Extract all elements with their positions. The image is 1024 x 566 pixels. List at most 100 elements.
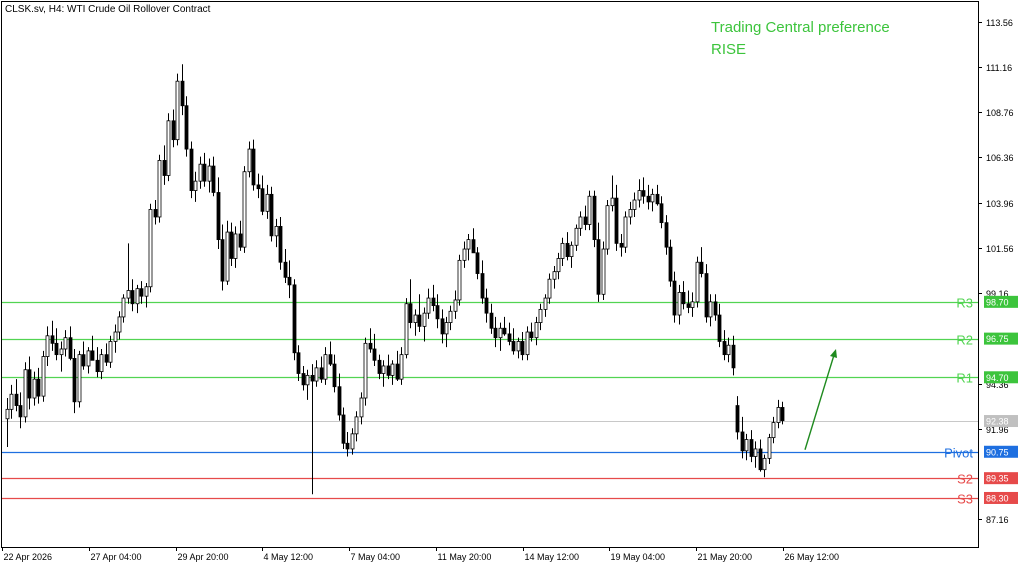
y-tick-label: 106.36 <box>986 153 1014 163</box>
candle-body-down <box>139 288 144 297</box>
plot-frame <box>1 1 979 548</box>
candle-body-down <box>417 314 422 327</box>
candle-body-up <box>314 367 319 382</box>
candle-body-up <box>569 244 574 257</box>
candle-body-up <box>426 297 431 314</box>
x-tick-label: 22 Apr 2026 <box>4 552 53 562</box>
candle-body-up <box>677 292 682 316</box>
candle-body-down <box>435 305 440 320</box>
candle-body-down <box>596 239 601 295</box>
candle-body-up <box>552 271 557 280</box>
level-r3-tag <box>984 295 1018 308</box>
candle-body-up <box>77 354 82 403</box>
candle-body-down <box>104 354 109 363</box>
candle-body-down <box>278 226 283 263</box>
candle-body-up <box>767 437 772 459</box>
candle-body-up <box>121 297 126 318</box>
level-label-pivot: Pivot <box>944 446 973 461</box>
candle-body-up <box>708 301 713 318</box>
candle-body-up <box>650 193 655 203</box>
candle-body-down <box>395 363 400 380</box>
candle-body-down <box>337 386 342 416</box>
candle-body-up <box>556 258 561 273</box>
y-tick-label: 91.96 <box>986 425 1009 435</box>
candle-body-down <box>260 188 265 212</box>
candle-body-up <box>726 344 731 356</box>
candle-body-up <box>305 374 310 386</box>
candle-body-down <box>664 222 669 248</box>
candle-body-up <box>543 297 548 310</box>
candle-body-down <box>722 341 727 356</box>
candles-layer <box>5 64 785 495</box>
x-tick-label: 11 May 20:00 <box>438 552 492 562</box>
level-r2-tag <box>984 332 1018 345</box>
candle-body-down <box>292 284 297 354</box>
candle-body-down <box>130 290 135 305</box>
candle-body-up <box>350 433 355 450</box>
candle-body-down <box>162 160 167 176</box>
candle-body-down <box>713 301 718 316</box>
candle-body-down <box>780 407 785 422</box>
candle-body-up <box>108 341 113 363</box>
y-tick-label: 94.36 <box>986 380 1009 390</box>
candle-body-up <box>498 327 503 339</box>
candle-body-up <box>113 331 118 342</box>
candle-body-down <box>659 203 664 224</box>
candle-body-up <box>610 197 615 207</box>
candle-body-up <box>359 397 364 418</box>
x-tick-label: 27 Apr 04:00 <box>91 552 142 562</box>
candle-body-down <box>90 350 95 361</box>
candle-body-up <box>695 261 700 303</box>
y-tick-label: 108.76 <box>986 108 1014 118</box>
candle-body-down <box>493 327 498 339</box>
level-label-s2: S2 <box>957 472 973 487</box>
candle-body-up <box>193 180 198 191</box>
level-r3-tag-label: 98.70 <box>986 297 1009 307</box>
candle-body-up <box>587 195 592 225</box>
candle-body-down <box>310 374 315 382</box>
y-tick-label: 87.16 <box>986 515 1009 525</box>
candle-body-up <box>86 350 91 367</box>
candle-body-up <box>623 216 628 248</box>
candle-body-up <box>323 354 328 380</box>
candle-body-up <box>59 348 64 356</box>
candle-body-down <box>717 314 722 342</box>
candle-body-up <box>457 259 462 301</box>
candle-body-down <box>153 209 158 218</box>
candle-body-up <box>601 248 606 295</box>
candle-body-up <box>41 356 46 397</box>
candle-body-up <box>274 226 279 237</box>
candle-body-down <box>704 273 709 318</box>
candle-body-down <box>372 348 377 361</box>
level-label-r2: R2 <box>956 333 973 348</box>
candle-body-up <box>776 407 781 423</box>
y-tick-label: 113.56 <box>986 18 1013 28</box>
forecast-arrow-layer <box>804 348 837 450</box>
candle-body-up <box>560 242 565 259</box>
candle-body-up <box>99 354 104 373</box>
candle-body-up <box>45 335 50 357</box>
level-pivot-tag-label: 90.75 <box>986 447 1009 457</box>
candle-body-down <box>229 231 234 259</box>
chart-title: CLSK.sv, H4: WTI Crude Oil Rollover Cont… <box>5 4 211 15</box>
candle-body-down <box>386 365 391 376</box>
candle-body-up <box>390 363 395 376</box>
candle-body-up <box>578 216 583 229</box>
current-price-tag <box>984 415 1018 428</box>
candle-body-down <box>54 342 59 356</box>
candle-body-up <box>448 310 453 323</box>
candle-body-up <box>422 312 427 327</box>
candle-body-up <box>242 171 247 248</box>
candle-body-up <box>126 290 131 299</box>
level-label-r3: R3 <box>956 296 973 311</box>
level-label-r1: R1 <box>956 371 973 386</box>
y-tick-label: 111.16 <box>986 63 1012 73</box>
candle-body-up <box>63 337 68 350</box>
candle-body-up <box>466 239 471 250</box>
forecast-arrow-shaft <box>804 354 835 450</box>
candle-body-down <box>220 239 225 282</box>
candle-body-down <box>475 252 480 274</box>
candle-body-down <box>668 246 673 282</box>
candle-body-up <box>547 278 552 299</box>
